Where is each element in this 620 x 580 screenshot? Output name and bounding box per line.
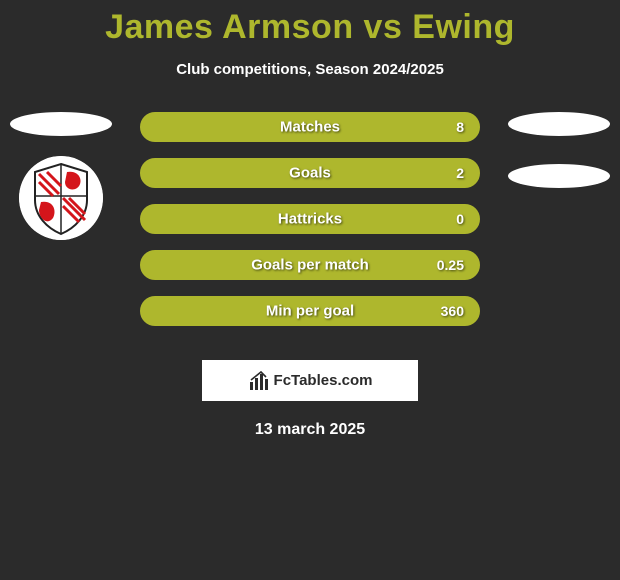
- comparison-card: James Armson vs Ewing Club competitions,…: [0, 0, 620, 580]
- stat-bar: Hattricks 0: [140, 204, 480, 234]
- crest-icon: [19, 156, 103, 240]
- left-column: [6, 112, 116, 240]
- subtitle: Club competitions, Season 2024/2025: [0, 61, 620, 78]
- club-crest-placeholder: [508, 164, 610, 188]
- right-column: [504, 112, 614, 188]
- content-row: Matches 8 Goals 2 Hattricks 0 Goals per match 0…: [0, 112, 620, 342]
- stat-bar-value: 2: [456, 165, 464, 181]
- club-crest: [19, 156, 103, 240]
- player-photo-placeholder: [508, 112, 610, 136]
- stat-bar: Matches 8: [140, 112, 480, 142]
- stat-bar: Goals per match 0.25: [140, 250, 480, 280]
- brand-text: FcTables.com: [274, 372, 373, 389]
- stat-bars: Matches 8 Goals 2 Hattricks 0 Goals per match 0…: [140, 112, 480, 326]
- stat-bar-label: Matches: [280, 119, 340, 136]
- stat-bar-value: 8: [456, 119, 464, 135]
- brand-box: FcTables.com: [202, 360, 418, 401]
- stat-bar: Goals 2: [140, 158, 480, 188]
- stat-bar: Min per goal 360: [140, 296, 480, 326]
- stat-bar-value: 0.25: [437, 257, 464, 273]
- page-title: James Armson vs Ewing: [0, 0, 620, 47]
- stat-bar-value: 0: [456, 211, 464, 227]
- stat-bar-label: Goals per match: [251, 257, 369, 274]
- stat-bar-value: 360: [441, 303, 464, 319]
- stat-bar-label: Min per goal: [266, 303, 354, 320]
- brand-chart-icon: [248, 370, 270, 392]
- stat-bar-label: Hattricks: [278, 211, 342, 228]
- date-label: 13 march 2025: [0, 421, 620, 439]
- player-photo-placeholder: [10, 112, 112, 136]
- stat-bar-label: Goals: [289, 165, 331, 182]
